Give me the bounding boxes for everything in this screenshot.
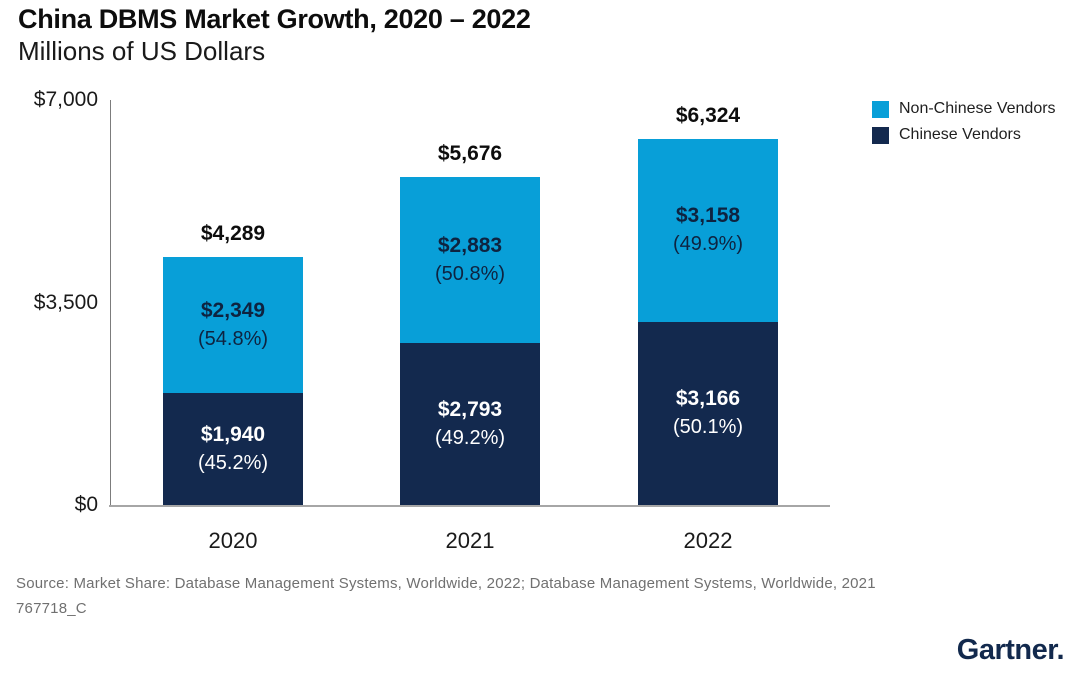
gartner-logo-period: . xyxy=(1056,634,1064,666)
segment-value: $2,793 xyxy=(437,398,503,422)
legend-label-chinese: Chinese Vendors xyxy=(899,126,1021,143)
y-axis-tick-label: $3,500 xyxy=(33,290,98,314)
bar-segment-non-chinese-2021: $2,883 (50.8%) xyxy=(400,176,540,344)
bar-segment-chinese-2022: $3,166 (50.1%) xyxy=(638,321,778,505)
segment-value: $2,883 xyxy=(437,233,503,257)
segment-label-chinese-2022: $3,166 (50.1%) xyxy=(638,387,778,439)
y-axis-tick-label: $0 xyxy=(74,493,98,516)
source-note: Source: Market Share: Database Managemen… xyxy=(16,571,876,621)
legend-item-chinese-vendors: Chinese Vendors xyxy=(872,122,1056,148)
segment-value: $2,349 xyxy=(200,298,266,322)
bar-total-label-2021: $5,676 xyxy=(437,141,503,165)
bar-total-label-2022: $6,324 xyxy=(675,104,741,128)
x-axis-label-2020: 2020 xyxy=(208,528,258,553)
bar-segment-chinese-2020: $1,940 (45.2%) xyxy=(163,392,303,505)
segment-value: $3,166 xyxy=(675,387,741,411)
segment-percent: (50.1%) xyxy=(672,416,744,439)
gartner-wordmark: Gartner xyxy=(956,634,1057,666)
x-axis-label-2022: 2022 xyxy=(683,528,733,553)
segment-label-chinese-2020: $1,940 (45.2%) xyxy=(163,423,303,475)
segment-label-chinese-2021: $2,793 (49.2%) xyxy=(400,398,540,450)
segment-value: $3,158 xyxy=(675,204,741,228)
bar-total-label-2020: $4,289 xyxy=(200,221,266,245)
x-axis-label-2021: 2021 xyxy=(445,528,495,553)
source-line-2: 767718_C xyxy=(16,600,87,617)
legend-swatch-chinese-icon xyxy=(872,126,889,144)
segment-percent: (45.2%) xyxy=(197,451,269,474)
y-axis-tick-label: $7,000 xyxy=(33,88,98,111)
x-axis-baseline xyxy=(109,505,830,507)
segment-value: $1,940 xyxy=(200,422,266,446)
source-line-1: Source: Market Share: Database Managemen… xyxy=(16,575,876,592)
segment-label-non-chinese-2020: $2,349 (54.8%) xyxy=(163,299,303,351)
legend-swatch-non-chinese-icon xyxy=(872,100,889,118)
bar-segment-chinese-2021: $2,793 (49.2%) xyxy=(400,343,540,505)
chart-subtitle: Millions of US Dollars xyxy=(18,36,266,66)
chart-title: China DBMS Market Growth, 2020 – 2022 xyxy=(18,4,531,34)
segment-label-non-chinese-2022: $3,158 (49.9%) xyxy=(638,204,778,256)
segment-percent: (54.8%) xyxy=(197,327,269,350)
segment-percent: (49.2%) xyxy=(434,427,506,450)
bar-segment-non-chinese-2020: $2,349 (54.8%) xyxy=(163,256,303,393)
legend: Non-Chinese Vendors Chinese Vendors xyxy=(872,96,1056,148)
bar-segment-non-chinese-2022: $3,158 (49.9%) xyxy=(638,139,778,322)
legend-label-non-chinese: Non-Chinese Vendors xyxy=(899,100,1056,117)
gartner-logo: Gartner. xyxy=(956,634,1065,667)
segment-percent: (49.9%) xyxy=(672,233,744,256)
legend-item-non-chinese-vendors: Non-Chinese Vendors xyxy=(872,96,1056,122)
y-axis-line xyxy=(110,100,111,506)
segment-label-non-chinese-2021: $2,883 (50.8%) xyxy=(400,234,540,286)
segment-percent: (50.8%) xyxy=(434,262,506,285)
